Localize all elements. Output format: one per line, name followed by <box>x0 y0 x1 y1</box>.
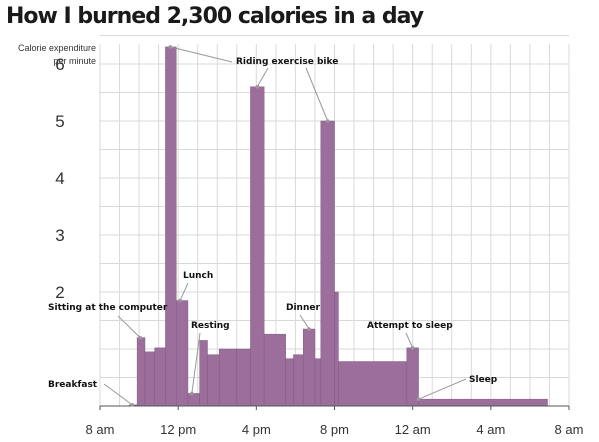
chart-bar <box>263 333 286 407</box>
annotation-label: Sitting at the computer <box>48 303 168 313</box>
y-tick-label: 2 <box>55 283 64 302</box>
annotation-leader <box>299 314 310 330</box>
annotation-label: Dinner <box>286 303 320 313</box>
chart-bar <box>334 291 339 407</box>
chart-bar <box>406 347 419 407</box>
annotation-dot <box>130 403 135 407</box>
annotation-dot <box>410 346 415 350</box>
chart-bar <box>144 351 155 407</box>
annotation-label: Breakfast <box>48 380 98 390</box>
chart-bar <box>136 337 146 407</box>
x-tick-label: 4 am <box>476 422 505 437</box>
y-tick-label: 6 <box>55 55 64 74</box>
chart-bar <box>187 393 200 407</box>
chart-bar <box>320 120 335 407</box>
chart-bar <box>154 347 166 407</box>
chart-bar <box>302 328 316 407</box>
x-tick-label: 12 pm <box>160 422 196 437</box>
x-tick-label: 8 pm <box>320 422 349 437</box>
annotation-dot <box>325 119 330 123</box>
annotation-dot <box>416 397 421 401</box>
chart-title: How I burned 2,300 calories in a day <box>6 4 424 29</box>
annotation-label: Sleep <box>469 375 498 385</box>
y-tick-label: 3 <box>55 226 64 245</box>
chart-bar <box>293 354 304 407</box>
annotation-leader <box>256 67 269 88</box>
annotation-dot <box>138 335 142 340</box>
y-axis-label: Calorie expenditure per minute <box>17 43 96 66</box>
x-tick-label: 4 pm <box>242 422 271 437</box>
chart-bar <box>338 361 408 407</box>
annotation-leader <box>191 332 201 394</box>
annotation-leader <box>179 282 189 301</box>
chart-bar <box>250 86 265 407</box>
x-tick-label: 8 am <box>86 422 115 437</box>
chart-bar <box>285 358 294 407</box>
chart-bar <box>218 348 238 407</box>
annotation-label: Resting <box>191 321 230 331</box>
chart-bar <box>199 340 208 407</box>
annotation-label: Riding exercise bike <box>236 57 338 67</box>
annotation-leader <box>405 332 414 349</box>
annotation-label: Attempt to sleep <box>367 321 453 331</box>
annotation-leader <box>117 315 141 338</box>
chart-bar <box>418 398 548 407</box>
chart-bar <box>314 358 322 407</box>
y-tick-label: 5 <box>55 112 64 131</box>
annotation-dot <box>190 391 194 396</box>
annotation-leader <box>103 383 133 406</box>
annotation-dot <box>255 85 260 89</box>
chart-bar <box>165 46 177 407</box>
annotation-leader <box>305 67 329 122</box>
annotation-dot <box>178 298 182 303</box>
annotation-dot <box>307 327 311 331</box>
x-tick-label: 8 am <box>555 422 584 437</box>
annotation-label: Lunch <box>183 271 213 281</box>
chart-bar <box>175 300 189 407</box>
annotation-dot <box>168 45 173 49</box>
annotation-leader <box>170 46 233 63</box>
annotation-leader <box>418 378 467 400</box>
chart-bar <box>236 348 251 407</box>
y-tick-label: 4 <box>55 169 64 188</box>
chart-bar <box>207 354 220 407</box>
x-tick-label: 12 am <box>395 422 431 437</box>
